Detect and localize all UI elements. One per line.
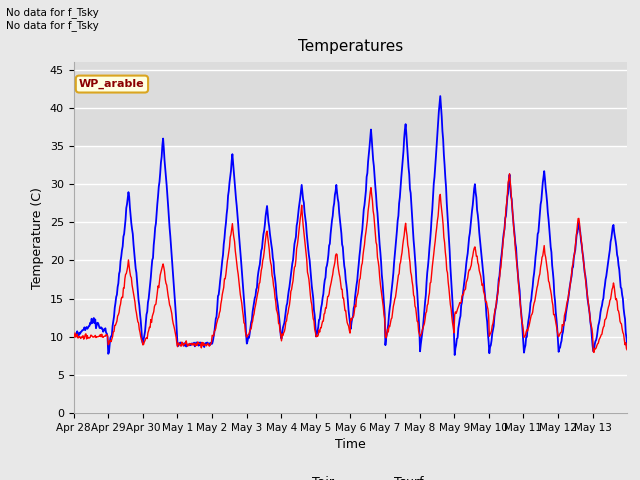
Tair [285, 305, 292, 311]
Tsurf [237, 249, 244, 255]
X-axis label: Time: Time [335, 438, 366, 451]
Text: No data for f_Tsky
No data for f_Tsky: No data for f_Tsky No data for f_Tsky [6, 7, 99, 31]
Tair [70, 333, 77, 339]
Text: WP_arable: WP_arable [79, 79, 145, 89]
Tsurf [623, 343, 631, 349]
Tsurf [264, 211, 271, 217]
Tair [408, 272, 415, 278]
Tsurf [436, 93, 444, 99]
Tair [264, 234, 271, 240]
Y-axis label: Temperature (C): Temperature (C) [31, 187, 44, 288]
Tsurf [451, 352, 458, 358]
Tsurf [408, 202, 415, 208]
Line: Tair: Tair [74, 174, 627, 352]
Tair [506, 171, 513, 177]
Tair [438, 214, 446, 220]
Bar [74, 62, 627, 146]
Line: Tsurf: Tsurf [74, 96, 627, 355]
Tsurf [70, 332, 77, 338]
Tsurf [134, 297, 142, 303]
Legend: Tair, Tsurf: Tair, Tsurf [272, 471, 429, 480]
Tsurf [439, 137, 447, 143]
Tsurf [285, 288, 292, 294]
Tair [590, 349, 598, 355]
Tair [134, 320, 142, 326]
Tair [623, 347, 631, 353]
Title: Temperatures: Temperatures [298, 39, 403, 54]
Tair [237, 292, 244, 298]
